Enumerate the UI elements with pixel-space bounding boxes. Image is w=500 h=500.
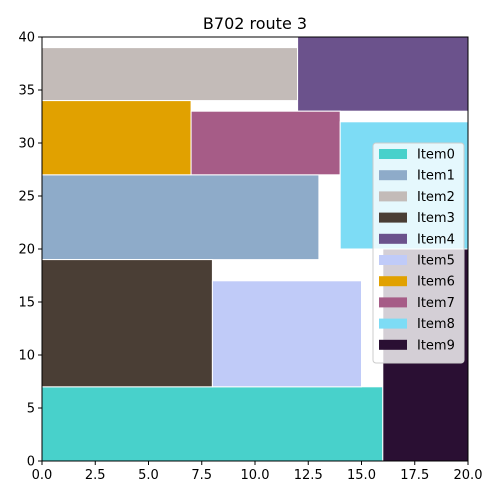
y-tick-label: 0 xyxy=(27,455,35,470)
chart-title: B702 route 3 xyxy=(203,14,307,33)
x-tick-label: 17.5 xyxy=(400,468,429,483)
legend-swatch-item7 xyxy=(379,297,407,308)
legend-label-item1: Item1 xyxy=(417,169,455,184)
legend-swatch-item3 xyxy=(379,212,407,223)
x-tick-label: 12.5 xyxy=(294,468,323,483)
legend: Item0 Item1 Item2 Item3 Item4 Item5 Item6 Item7… xyxy=(372,142,465,364)
y-tick-label: 40 xyxy=(18,31,35,46)
y-tick-label: 10 xyxy=(18,349,35,364)
x-tick-label: 5.0 xyxy=(138,468,159,483)
legend-label-item2: Item2 xyxy=(417,190,455,205)
y-tick-label: 5 xyxy=(27,402,35,417)
treemap-rectangles xyxy=(41,36,469,462)
x-tick-label: 2.5 xyxy=(85,468,106,483)
y-tick-label: 20 xyxy=(18,243,35,258)
rect-item0 xyxy=(41,386,384,462)
x-tick-label: 10.0 xyxy=(241,468,270,483)
y-tick-label: 35 xyxy=(18,84,35,99)
legend-label-item9: Item9 xyxy=(417,338,455,353)
x-tick-label: 7.5 xyxy=(191,468,212,483)
y-tick-label: 25 xyxy=(18,190,35,205)
x-axis: 0.0 2.5 5.0 7.5 10.0 12.5 15.0 17.5 20.0 xyxy=(32,461,483,483)
legend-swatch-item2 xyxy=(379,191,407,202)
legend-label-item0: Item0 xyxy=(417,148,455,163)
rect-item5 xyxy=(211,280,362,388)
legend-swatch-item1 xyxy=(379,170,407,181)
rect-item7 xyxy=(190,110,341,176)
y-tick-label: 15 xyxy=(18,296,35,311)
legend-label-item7: Item7 xyxy=(417,296,455,311)
rect-item1 xyxy=(41,174,320,261)
legend-swatch-item4 xyxy=(379,233,407,244)
legend-label-item5: Item5 xyxy=(417,254,455,269)
legend-swatch-item9 xyxy=(379,339,407,350)
rect-item2 xyxy=(41,47,299,102)
rect-item3 xyxy=(41,259,213,388)
x-tick-label: 15.0 xyxy=(347,468,376,483)
legend-swatch-item8 xyxy=(379,318,407,329)
legend-label-item8: Item8 xyxy=(417,317,455,332)
legend-swatch-item5 xyxy=(379,255,407,265)
legend-label-item3: Item3 xyxy=(417,211,455,226)
y-tick-label: 30 xyxy=(18,137,35,152)
x-tick-label: 0.0 xyxy=(32,468,53,483)
y-axis: 0 5 10 15 20 25 30 35 40 xyxy=(18,31,42,470)
legend-label-item4: Item4 xyxy=(417,232,455,247)
rect-item6 xyxy=(41,100,192,176)
legend-label-item6: Item6 xyxy=(417,275,455,290)
x-tick-label: 20.0 xyxy=(454,468,483,483)
legend-swatch-item0 xyxy=(379,149,407,159)
legend-swatch-item6 xyxy=(379,276,407,287)
rect-item4 xyxy=(297,36,469,112)
